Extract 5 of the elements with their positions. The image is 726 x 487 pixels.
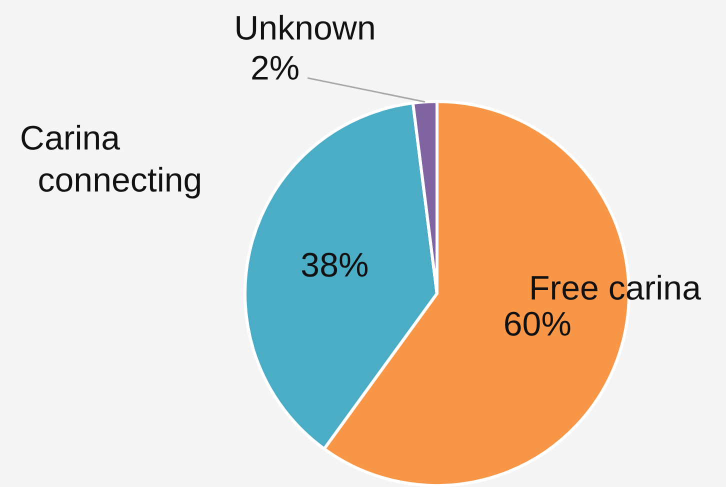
data-label: 38% [300, 246, 369, 285]
slice-label: Unknown [234, 9, 376, 48]
slice-label: Carina connecting [20, 119, 202, 200]
data-label: 60% [503, 306, 572, 344]
data-label: 2% [250, 49, 300, 88]
